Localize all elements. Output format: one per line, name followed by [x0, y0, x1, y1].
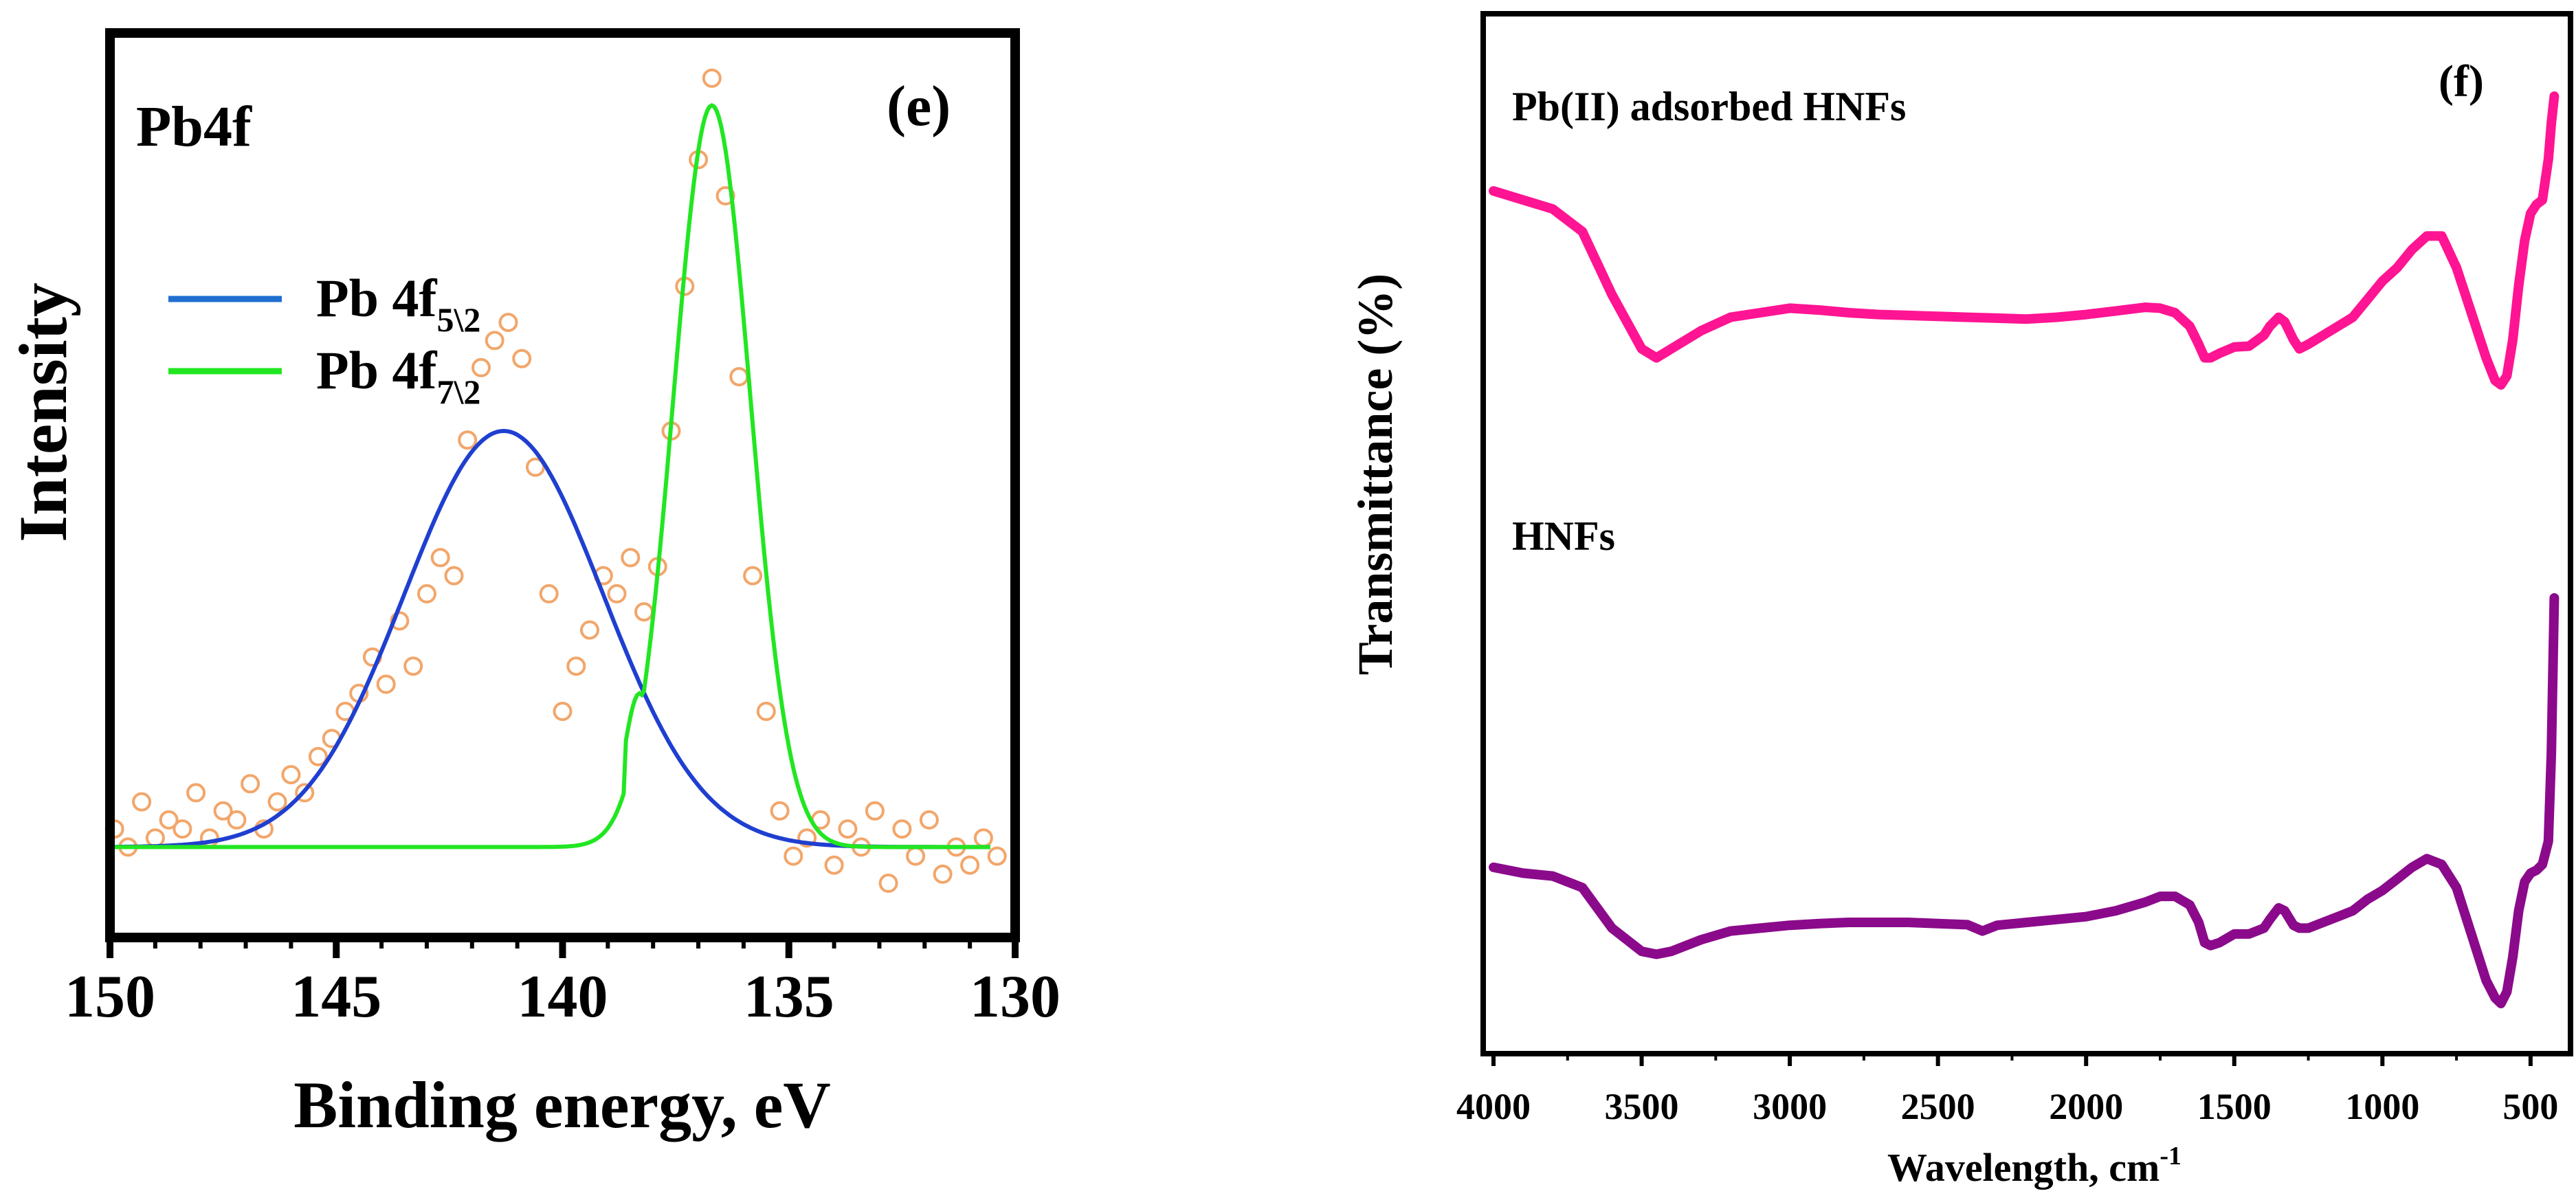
- x-tick-label: 1000: [2345, 1086, 2419, 1127]
- panel-f-plot-frame: [1480, 11, 2573, 1056]
- xps-fit-curves: [109, 102, 990, 850]
- x-tick-label: 140: [518, 964, 608, 1030]
- data-point: [526, 457, 545, 477]
- panel-e-label: (e): [887, 74, 951, 138]
- panel-e-plot-frame: [105, 28, 1020, 942]
- data-point: [376, 674, 396, 694]
- spectrum-pb-adsorbed: [1489, 91, 2560, 390]
- data-point: [132, 792, 152, 812]
- panel-e-x-axis-label: Binding energy, eV: [293, 1068, 830, 1142]
- x-tick-label: 2500: [1901, 1086, 1975, 1127]
- data-point: [607, 584, 627, 603]
- data-point: [580, 620, 599, 640]
- data-point: [892, 819, 912, 839]
- data-point: [621, 548, 641, 568]
- data-point: [498, 313, 518, 333]
- data-point: [390, 611, 410, 631]
- legend-label-pb4f52: Pb 4f5\2: [316, 268, 480, 339]
- data-point: [824, 855, 844, 875]
- data-point: [417, 584, 436, 603]
- data-point: [702, 68, 722, 88]
- x-tick-label: 135: [744, 964, 834, 1030]
- panel-f-x-axis-label: Wavelength, cm-1: [1887, 1142, 2181, 1190]
- data-point: [729, 367, 749, 387]
- data-point: [295, 783, 315, 803]
- data-point: [960, 855, 980, 875]
- data-point: [770, 801, 790, 821]
- data-point: [159, 810, 179, 830]
- data-point: [173, 819, 192, 839]
- data-point: [987, 846, 1007, 866]
- data-point: [566, 656, 586, 676]
- x-tick-label: 130: [970, 964, 1061, 1030]
- spectrum-hnfs: [1489, 593, 2560, 1008]
- data-point: [878, 874, 898, 893]
- panel-f-y-axis-label: Transmittance (%): [1348, 274, 1403, 676]
- data-point: [186, 783, 206, 803]
- data-point: [241, 774, 260, 794]
- data-point: [539, 584, 559, 603]
- panel-f-x-ticks: 4000 3500 3000 2500 2000 1500 1000 500: [1456, 1054, 2558, 1127]
- data-point: [715, 186, 735, 206]
- x-tick-label: 3000: [1753, 1086, 1827, 1127]
- data-point: [756, 702, 776, 721]
- data-point: [906, 846, 926, 866]
- data-point: [973, 828, 993, 848]
- panel-e-title: Pb4f: [136, 95, 252, 159]
- panel-e-xps: 150 145 140 135 130 Pb4f (e) Pb 4f5\2 Pb 4f7…: [5, 28, 1061, 1142]
- data-point: [430, 548, 450, 568]
- x-tick-label: 3500: [1605, 1086, 1679, 1127]
- panel-e-legend: Pb 4f5\2 Pb 4f7\2: [168, 268, 480, 411]
- panel-e-x-ticks: 150 145 140 135 130: [65, 938, 1061, 1030]
- data-point: [634, 602, 654, 622]
- legend-label-pb4f72: Pb 4f7\2: [316, 340, 480, 411]
- data-point: [485, 331, 504, 351]
- data-point: [213, 801, 233, 821]
- data-point: [444, 566, 464, 586]
- data-point: [865, 801, 885, 821]
- data-point: [919, 810, 939, 830]
- series-label-pb-adsorbed: Pb(II) adsorbed HNFs: [1512, 84, 1906, 129]
- data-point: [838, 819, 858, 839]
- panel-f-ftir: 4000 3500 3000 2500 2000 1500 1000 500 (f) Pb(I…: [1348, 11, 2573, 1190]
- series-label-hnfs: HNFs: [1512, 513, 1615, 559]
- data-point: [797, 828, 817, 848]
- data-point: [553, 702, 573, 721]
- data-point: [403, 656, 423, 676]
- x-tick-label: 145: [291, 964, 381, 1030]
- panel-f-label: (f): [2439, 56, 2484, 107]
- x-tick-label: 4000: [1456, 1086, 1531, 1127]
- data-point: [281, 765, 301, 785]
- ftir-spectra: [1489, 91, 2560, 1008]
- fit-curve-pb4f72: [110, 102, 990, 850]
- data-point: [743, 566, 763, 586]
- data-point: [471, 357, 491, 377]
- x-tick-label: 1500: [2197, 1086, 2272, 1127]
- data-point: [784, 846, 803, 866]
- data-point: [458, 430, 478, 450]
- data-point: [145, 828, 165, 848]
- x-tick-label: 500: [2502, 1086, 2558, 1127]
- data-point: [267, 792, 287, 812]
- data-point: [933, 864, 953, 884]
- x-tick-label: 2000: [2049, 1086, 2123, 1127]
- data-point: [227, 810, 247, 830]
- data-point: [308, 746, 328, 766]
- x-tick-label: 150: [65, 964, 155, 1030]
- panel-e-y-axis-label: Intensity: [5, 282, 81, 542]
- data-point: [512, 348, 532, 368]
